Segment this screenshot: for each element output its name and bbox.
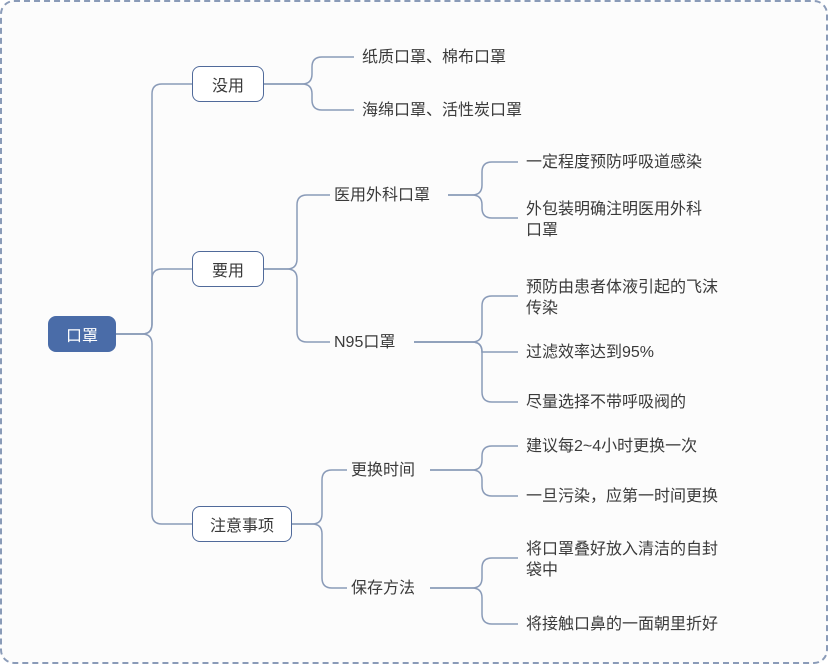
leaf-sponge-carbon: 海绵口罩、活性炭口罩 bbox=[362, 101, 522, 122]
leaf-prevent-respiratory: 一定程度预防呼吸道感染 bbox=[526, 153, 702, 174]
branch-useless-label: 没用 bbox=[212, 72, 244, 96]
leaf-fold-seal-bag: 将口罩叠好放入清洁的自封 袋中 bbox=[526, 540, 718, 582]
leaf-droplet-prevention: 预防由患者体液引起的飞沫 传染 bbox=[526, 278, 718, 320]
sub-storage: 保存方法 bbox=[351, 579, 415, 600]
leaf-every-2-4h: 建议每2~4小时更换一次 bbox=[526, 437, 697, 458]
sub-surgical: 医用外科口罩 bbox=[334, 186, 430, 207]
branch-notes-label: 注意事项 bbox=[210, 512, 274, 536]
leaf-no-valve: 尽量选择不带呼吸阀的 bbox=[526, 393, 686, 414]
leaf-paper-cotton: 纸质口罩、棉布口罩 bbox=[362, 48, 506, 69]
branch-useless: 没用 bbox=[192, 66, 264, 102]
root-node: 口罩 bbox=[48, 316, 116, 352]
sub-n95: N95口罩 bbox=[334, 333, 395, 354]
sub-replace-time: 更换时间 bbox=[351, 461, 415, 482]
leaf-packaging-label: 外包装明确注明医用外科 口罩 bbox=[526, 200, 702, 242]
leaf-replace-if-contaminated: 一旦污染，应第一时间更换 bbox=[526, 487, 718, 508]
branch-notes: 注意事项 bbox=[192, 506, 292, 542]
leaf-filter-95: 过滤效率达到95% bbox=[526, 343, 654, 364]
mindmap-container: 口罩 没用 要用 注意事项 纸质口罩、棉布口罩 海绵口罩、活性炭口罩 医用外科口… bbox=[0, 0, 828, 664]
branch-use: 要用 bbox=[192, 251, 264, 287]
leaf-fold-inside: 将接触口鼻的一面朝里折好 bbox=[526, 615, 718, 636]
root-label: 口罩 bbox=[66, 322, 98, 346]
branch-use-label: 要用 bbox=[212, 257, 244, 281]
